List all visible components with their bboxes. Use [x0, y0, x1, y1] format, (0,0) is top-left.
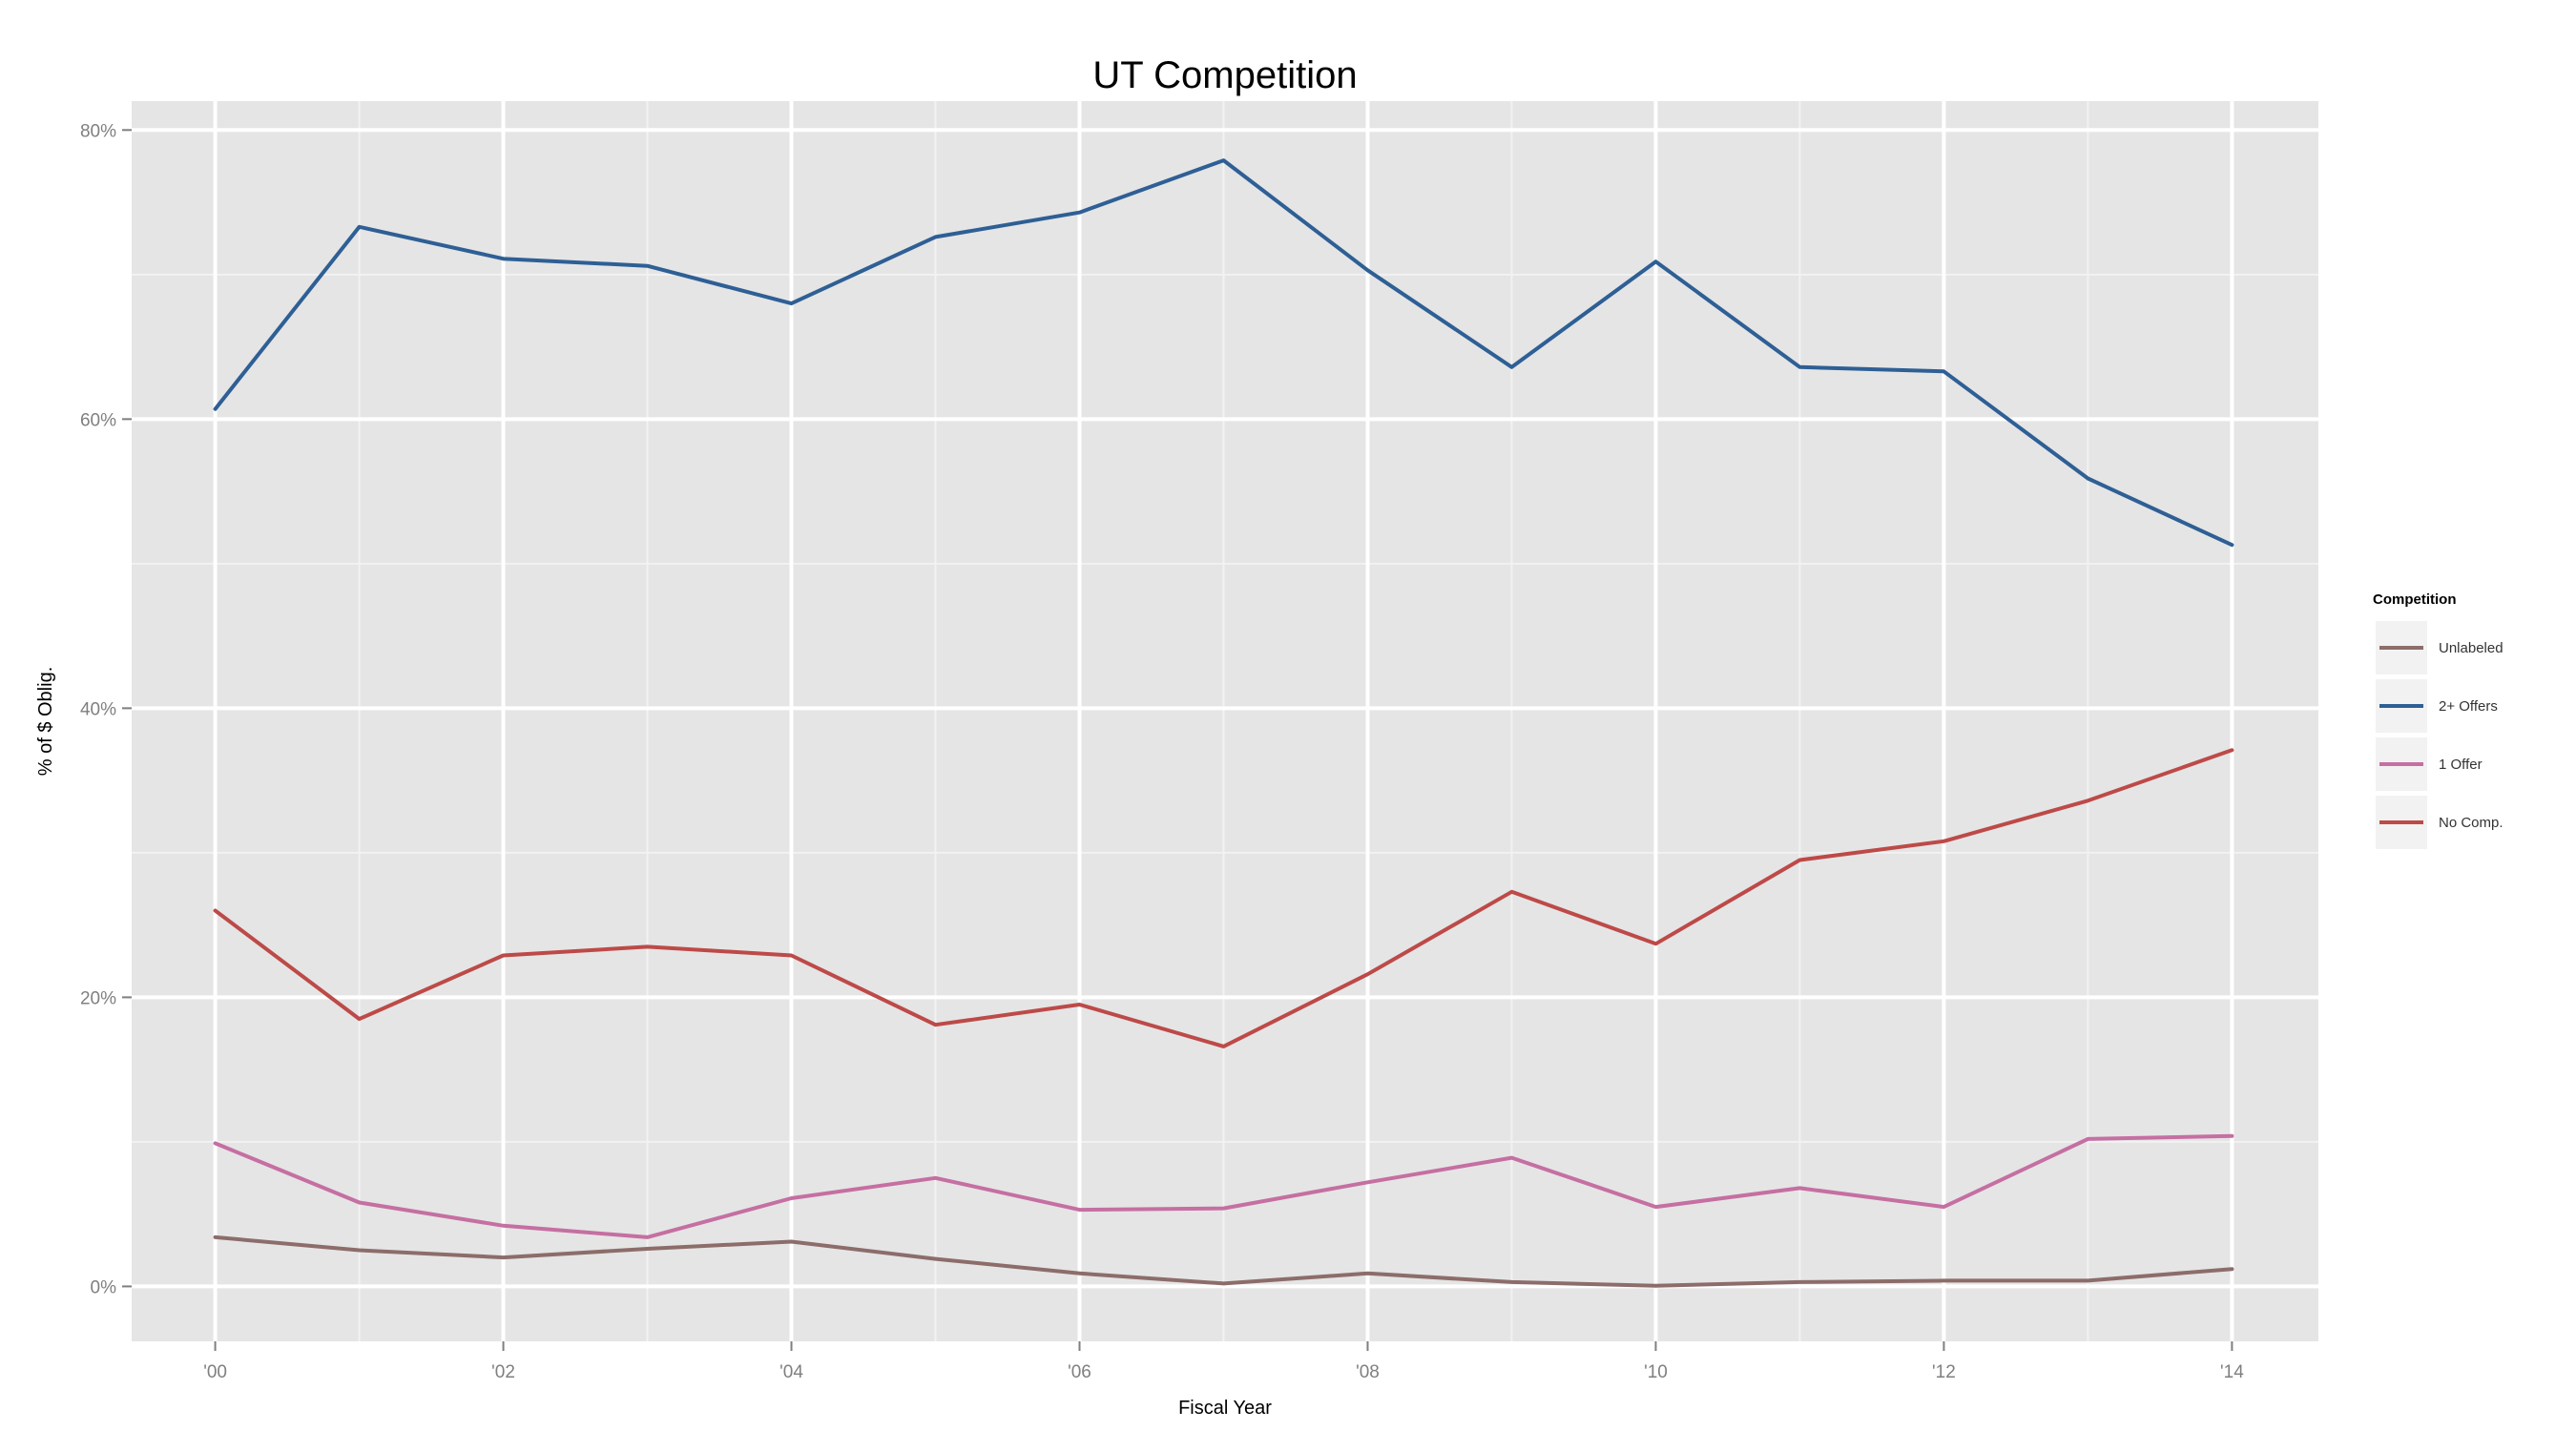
major-gridlines	[132, 101, 2318, 1341]
y-tick-label: 20%	[80, 988, 116, 1008]
series-line-1-offer	[213, 1133, 2234, 1239]
plot-background	[132, 101, 2318, 1341]
x-tick-label: '02	[491, 1362, 515, 1382]
x-tick-label: '12	[1932, 1362, 1956, 1382]
legend-title: Competition	[2373, 591, 2457, 608]
x-axis-title: Fiscal Year	[1178, 1398, 1272, 1419]
x-tick-label: '06	[1068, 1362, 1091, 1382]
x-tick-label: '14	[2220, 1362, 2244, 1382]
chart-title: UT Competition	[1092, 54, 1357, 96]
x-tick-label: '04	[779, 1362, 803, 1382]
minor-gridlines	[132, 101, 2318, 1341]
legend: Competition Unlabeled 2+ Offers 1 Offer No …	[2373, 591, 2503, 849]
legend-label-1-offer: 1 Offer	[2439, 757, 2483, 773]
legend-label-no-comp: No Comp.	[2439, 815, 2503, 831]
legend-label-2-offers: 2+ Offers	[2439, 698, 2498, 715]
y-axis-title: % of $ Oblig.	[35, 667, 56, 777]
y-tick-label: 80%	[80, 121, 116, 141]
legend-label-unlabeled: Unlabeled	[2439, 640, 2503, 656]
series-lines	[213, 158, 2234, 1288]
y-tick-label: 60%	[80, 410, 116, 430]
y-axis: 0% 20% 40% 60% 80%	[80, 121, 132, 1297]
x-tick-label: '00	[203, 1362, 227, 1382]
series-line-unlabeled	[213, 1234, 2234, 1288]
x-tick-label: '10	[1644, 1362, 1668, 1382]
y-tick-label: 0%	[91, 1277, 117, 1297]
series-line-no-comp	[213, 748, 2234, 1048]
series-line-2-offers	[213, 158, 2234, 548]
x-axis: '00 '02 '04 '06 '08 '10 '12 '14	[203, 1341, 2244, 1382]
x-tick-label: '08	[1356, 1362, 1380, 1382]
y-tick-label: 40%	[80, 699, 116, 719]
